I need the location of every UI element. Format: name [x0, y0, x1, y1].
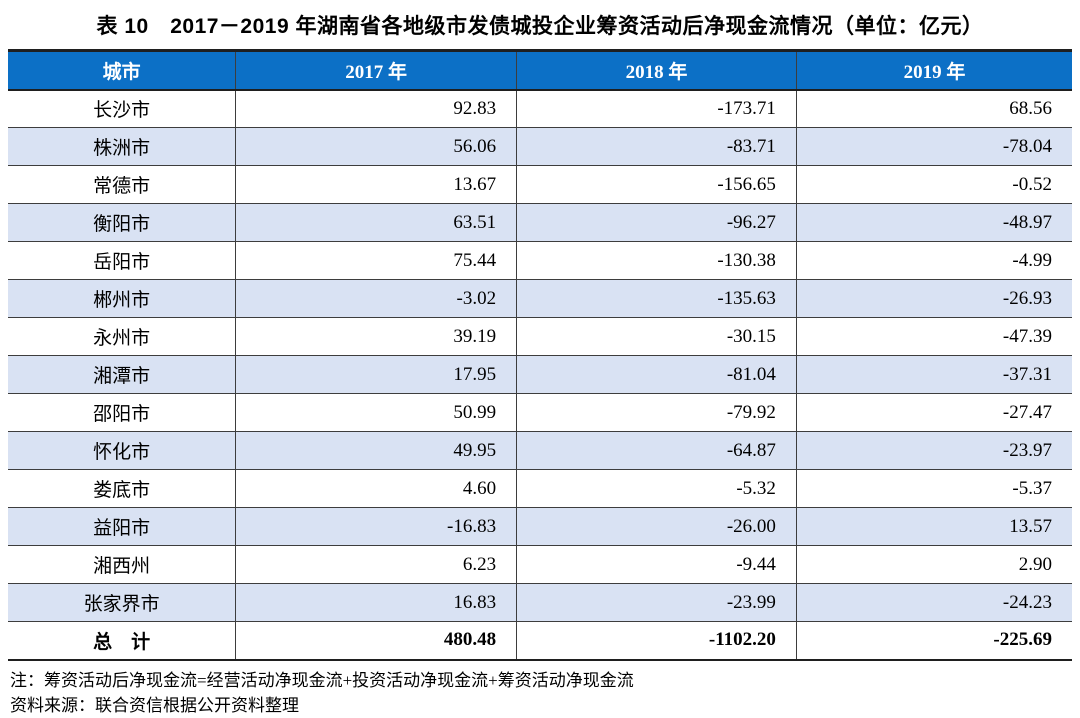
city-cell: 娄底市 — [8, 469, 236, 508]
city-cell: 益阳市 — [8, 507, 236, 546]
value-cell: 63.51 — [235, 203, 517, 242]
value-cell: 17.95 — [235, 355, 517, 394]
table-row: 益阳市 -16.83 -26.00 13.57 — [8, 507, 1072, 546]
table-row: 常德市 13.67 -156.65 -0.52 — [8, 165, 1072, 204]
table-row: 湘潭市 17.95 -81.04 -37.31 — [8, 355, 1072, 394]
value-cell: -23.97 — [795, 431, 1072, 470]
value-cell: 13.67 — [235, 165, 517, 204]
table-row: 张家界市 16.83 -23.99 -24.23 — [8, 583, 1072, 622]
value-cell: -27.47 — [795, 393, 1072, 432]
table-body: 长沙市 92.83 -173.71 68.56 株洲市 56.06 -83.71 -78.04… — [8, 89, 1072, 622]
total-row: 总 计 480.48 -1102.20 -225.69 — [8, 621, 1072, 660]
table-notes: 注：筹资活动后净现金流=经营活动净现金流+投资活动净现金流+筹资活动净现金流 资… — [10, 668, 1080, 718]
value-cell: -0.52 — [795, 165, 1072, 204]
city-cell: 长沙市 — [8, 89, 236, 128]
data-table: 城市 2017 年 2018 年 2019 年 长沙市 92.83 -173.71 6… — [8, 49, 1072, 661]
table-header-row: 城市 2017 年 2018 年 2019 年 — [8, 50, 1072, 91]
value-cell: -48.97 — [795, 203, 1072, 242]
city-cell: 衡阳市 — [8, 203, 236, 242]
table-row: 长沙市 92.83 -173.71 68.56 — [8, 89, 1072, 128]
table-row: 怀化市 49.95 -64.87 -23.97 — [8, 431, 1072, 470]
value-cell: -81.04 — [516, 355, 797, 394]
column-header-2018: 2018 年 — [516, 50, 797, 91]
city-cell: 张家界市 — [8, 583, 236, 622]
table-row: 郴州市 -3.02 -135.63 -26.93 — [8, 279, 1072, 318]
value-cell: 75.44 — [235, 241, 517, 280]
value-cell: -16.83 — [235, 507, 517, 546]
value-cell: -30.15 — [516, 317, 797, 356]
value-cell: -173.71 — [516, 89, 797, 128]
city-cell: 怀化市 — [8, 431, 236, 470]
total-2017-cell: 480.48 — [235, 621, 517, 660]
value-cell: -135.63 — [516, 279, 797, 318]
value-cell: -96.27 — [516, 203, 797, 242]
note-source: 资料来源：联合资信根据公开资料整理 — [10, 695, 299, 715]
value-cell: -5.32 — [516, 469, 797, 508]
value-cell: -5.37 — [795, 469, 1072, 508]
value-cell: 2.90 — [795, 545, 1072, 584]
value-cell: -156.65 — [516, 165, 797, 204]
value-cell: 56.06 — [235, 127, 517, 166]
table-row: 湘西州 6.23 -9.44 2.90 — [8, 545, 1072, 584]
column-header-city: 城市 — [8, 50, 236, 91]
city-cell: 株洲市 — [8, 127, 236, 166]
note-formula: 注：筹资活动后净现金流=经营活动净现金流+投资活动净现金流+筹资活动净现金流 — [10, 670, 634, 690]
table-row: 岳阳市 75.44 -130.38 -4.99 — [8, 241, 1072, 280]
city-cell: 岳阳市 — [8, 241, 236, 280]
total-label-cell: 总 计 — [8, 621, 236, 660]
value-cell: -37.31 — [795, 355, 1072, 394]
value-cell: -47.39 — [795, 317, 1072, 356]
value-cell: 50.99 — [235, 393, 517, 432]
value-cell: -64.87 — [516, 431, 797, 470]
value-cell: -26.00 — [516, 507, 797, 546]
table-row: 永州市 39.19 -30.15 -47.39 — [8, 317, 1072, 356]
city-cell: 永州市 — [8, 317, 236, 356]
total-2018-cell: -1102.20 — [516, 621, 797, 660]
city-cell: 郴州市 — [8, 279, 236, 318]
value-cell: -83.71 — [516, 127, 797, 166]
value-cell: 68.56 — [795, 89, 1072, 128]
value-cell: -9.44 — [516, 545, 797, 584]
value-cell: -4.99 — [795, 241, 1072, 280]
value-cell: -78.04 — [795, 127, 1072, 166]
value-cell: 49.95 — [235, 431, 517, 470]
value-cell: 4.60 — [235, 469, 517, 508]
city-cell: 邵阳市 — [8, 393, 236, 432]
total-2019-cell: -225.69 — [795, 621, 1072, 660]
value-cell: -26.93 — [795, 279, 1072, 318]
value-cell: -3.02 — [235, 279, 517, 318]
city-cell: 湘西州 — [8, 545, 236, 584]
value-cell: 16.83 — [235, 583, 517, 622]
value-cell: -23.99 — [516, 583, 797, 622]
table-row: 衡阳市 63.51 -96.27 -48.97 — [8, 203, 1072, 242]
table-row: 娄底市 4.60 -5.32 -5.37 — [8, 469, 1072, 508]
table-row: 邵阳市 50.99 -79.92 -27.47 — [8, 393, 1072, 432]
table-title: 表 10 2017－2019 年湖南省各地级市发债城投企业筹资活动后净现金流情况… — [96, 15, 984, 38]
city-cell: 湘潭市 — [8, 355, 236, 394]
value-cell: -79.92 — [516, 393, 797, 432]
value-cell: 39.19 — [235, 317, 517, 356]
value-cell: -24.23 — [795, 583, 1072, 622]
table-row: 株洲市 56.06 -83.71 -78.04 — [8, 127, 1072, 166]
city-cell: 常德市 — [8, 165, 236, 204]
value-cell: 13.57 — [795, 507, 1072, 546]
value-cell: -130.38 — [516, 241, 797, 280]
value-cell: 6.23 — [235, 545, 517, 584]
value-cell: 92.83 — [235, 89, 517, 128]
column-header-2019: 2019 年 — [795, 50, 1072, 91]
column-header-2017: 2017 年 — [235, 50, 517, 91]
